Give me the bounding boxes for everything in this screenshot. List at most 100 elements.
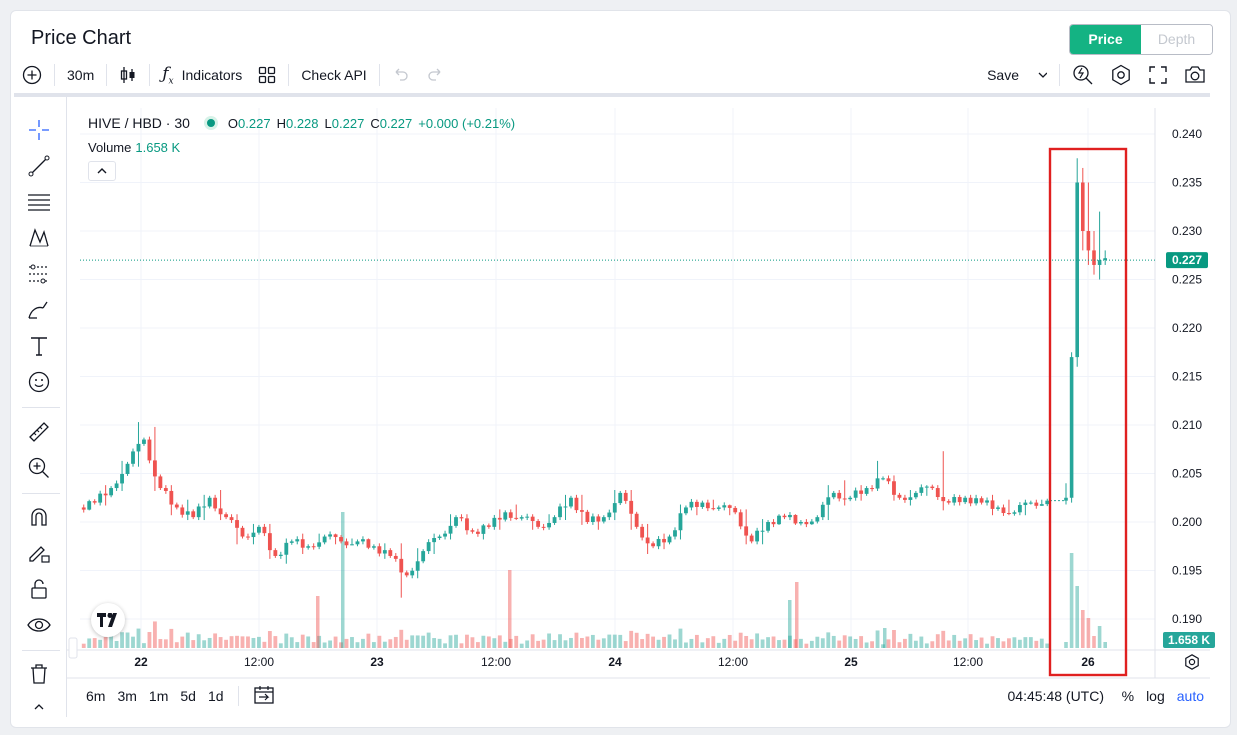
percent-scale-toggle[interactable]: % — [1121, 688, 1135, 704]
add-symbol-button[interactable] — [14, 58, 50, 92]
volume-bar — [864, 642, 869, 648]
candle-body — [919, 487, 924, 493]
interval-button[interactable]: 30m — [67, 67, 95, 83]
indicators-button[interactable]: ƒx Indicators — [154, 58, 250, 92]
volume-bar — [996, 638, 1000, 648]
range-6m[interactable]: 6m — [86, 688, 106, 704]
symbol-label[interactable]: HIVE / HBD · 30 — [88, 115, 190, 131]
text-tool[interactable] — [26, 333, 52, 359]
candle-body — [793, 514, 798, 524]
brush-tool[interactable] — [26, 297, 52, 323]
volume-bar — [224, 639, 228, 648]
candle-body — [235, 520, 239, 528]
magnet-tool[interactable] — [26, 504, 52, 530]
volume-bar — [727, 634, 732, 648]
redo-button[interactable] — [418, 58, 452, 92]
volume-bar — [213, 633, 218, 648]
tab-price[interactable]: Price — [1070, 25, 1141, 54]
candle-body — [864, 488, 869, 494]
tab-depth[interactable]: Depth — [1141, 25, 1212, 54]
candle-body — [213, 497, 218, 509]
volume-bar — [81, 643, 86, 648]
volume-bar — [92, 638, 97, 648]
candle-body — [996, 507, 1000, 509]
chart-axes: 0.240 0.235 0.230 0.225 0.220 0.215 0.210 0.205… — [67, 108, 1215, 679]
snapshot-button[interactable] — [1176, 58, 1214, 92]
volume-bar — [569, 637, 573, 648]
price-tick-label: 0.225 — [1172, 273, 1202, 287]
quick-search-button[interactable] — [1064, 58, 1102, 92]
candle-body — [448, 525, 453, 534]
candle-body — [875, 478, 880, 489]
layouts-button[interactable] — [250, 58, 284, 92]
range-5d[interactable]: 5d — [180, 688, 196, 704]
range-1m[interactable]: 1m — [148, 688, 169, 704]
candle-body — [262, 526, 267, 534]
candle-body — [1007, 513, 1011, 515]
volume-badge — [1163, 632, 1215, 648]
candle-body — [979, 498, 984, 503]
emoji-tool[interactable] — [26, 369, 52, 395]
volume-bar — [317, 635, 322, 648]
range-1d[interactable]: 1d — [207, 688, 224, 704]
trend-line-tool[interactable] — [26, 153, 52, 179]
forecast-tool[interactable] — [26, 261, 52, 287]
more-tools-button[interactable] — [26, 700, 52, 714]
volume-bar — [749, 639, 754, 648]
fib-tool[interactable] — [26, 189, 52, 215]
volume-bar — [883, 628, 887, 648]
chart-type-button[interactable] — [111, 58, 145, 92]
tv-logo-icon — [97, 613, 117, 627]
candle-body — [399, 558, 404, 573]
volume-bar — [1081, 610, 1085, 648]
candle-body — [355, 541, 360, 545]
remove-drawings-tool[interactable] — [26, 661, 52, 687]
zoom-tool[interactable] — [26, 455, 52, 481]
volume-bar — [673, 639, 677, 648]
symbol-legend: HIVE / HBD · 30 O0.227 H0.228 L0.227 C0.… — [88, 115, 521, 131]
candle-body — [251, 532, 256, 538]
log-scale-toggle[interactable]: log — [1146, 688, 1165, 704]
market-status-icon — [203, 116, 218, 130]
settings-button[interactable] — [1102, 58, 1140, 92]
candle-body — [196, 506, 201, 518]
volume-bar — [760, 639, 765, 648]
candle-body — [207, 497, 212, 507]
volume-bar — [705, 638, 710, 648]
measure-tool[interactable] — [26, 419, 52, 445]
volume-bar — [169, 628, 174, 648]
lock-drawings-tool[interactable] — [26, 540, 52, 566]
candle-body — [267, 533, 272, 551]
tradingview-logo[interactable] — [91, 603, 125, 637]
fullscreen-button[interactable] — [1140, 58, 1176, 92]
volume-bar — [207, 637, 212, 648]
volume-badge-label: 1.658 K — [1168, 633, 1210, 647]
volume-bar — [870, 641, 874, 648]
check-api-button[interactable]: Check API — [301, 67, 367, 83]
volume-bar — [694, 634, 699, 648]
lock-all-tool[interactable] — [26, 576, 52, 602]
auto-scale-toggle[interactable]: auto — [1176, 688, 1204, 704]
axis-settings-icon[interactable] — [1185, 654, 1199, 670]
left-panel-handle — [68, 637, 78, 659]
range-3m[interactable]: 3m — [117, 688, 137, 704]
volume-bar — [273, 636, 278, 648]
candle-body — [344, 541, 349, 546]
crosshair-tool[interactable] — [26, 117, 52, 143]
volume-bar — [508, 570, 512, 648]
go-to-date-button[interactable] — [247, 685, 281, 708]
pattern-tool[interactable] — [26, 225, 52, 251]
candle-body — [404, 572, 409, 576]
candle-body — [295, 539, 300, 542]
candle-body — [629, 500, 634, 514]
low-key: L — [324, 115, 332, 131]
hide-drawings-tool[interactable] — [26, 612, 52, 638]
save-button[interactable]: Save — [979, 58, 1055, 92]
volume-bar — [503, 641, 508, 648]
undo-button[interactable] — [384, 58, 418, 92]
collapse-legend-button[interactable] — [88, 161, 116, 181]
utc-clock[interactable]: 04:45:48 (UTC) — [1007, 688, 1104, 704]
volume-bar — [163, 639, 168, 648]
candle-body — [415, 561, 420, 571]
